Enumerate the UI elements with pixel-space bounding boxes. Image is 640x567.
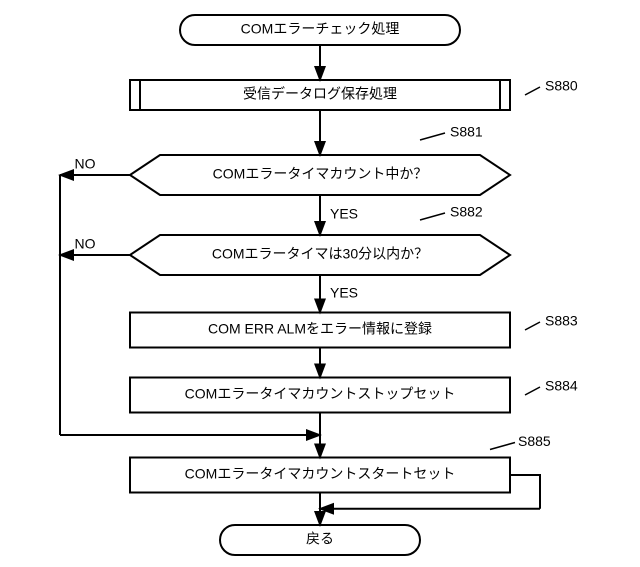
node-label: COMエラーチェック処理 xyxy=(241,21,400,37)
flow-line xyxy=(510,475,540,509)
node-label: COM ERR ALMをエラー情報に登録 xyxy=(208,321,432,337)
step-tag: S881 xyxy=(450,124,483,140)
node-label: COMエラータイマカウントスタートセット xyxy=(185,466,456,482)
yes-label: YES xyxy=(330,284,358,300)
step-tag: S884 xyxy=(545,378,578,394)
node-label: 戻る xyxy=(306,531,334,547)
node-label: 受信データログ保存処理 xyxy=(243,86,397,102)
node-label: COMエラータイマカウントストップセット xyxy=(185,386,456,402)
step-tag: S882 xyxy=(450,204,483,220)
no-label: NO xyxy=(75,236,96,252)
yes-label: YES xyxy=(330,206,358,222)
no-label: NO xyxy=(75,156,96,172)
step-tag: S885 xyxy=(518,433,551,449)
step-tag: S880 xyxy=(545,78,578,94)
node-label: COMエラータイマカウント中か？ xyxy=(213,166,428,182)
step-tag: S883 xyxy=(545,313,578,329)
node-label: COMエラータイマは30分以内か？ xyxy=(212,246,428,262)
